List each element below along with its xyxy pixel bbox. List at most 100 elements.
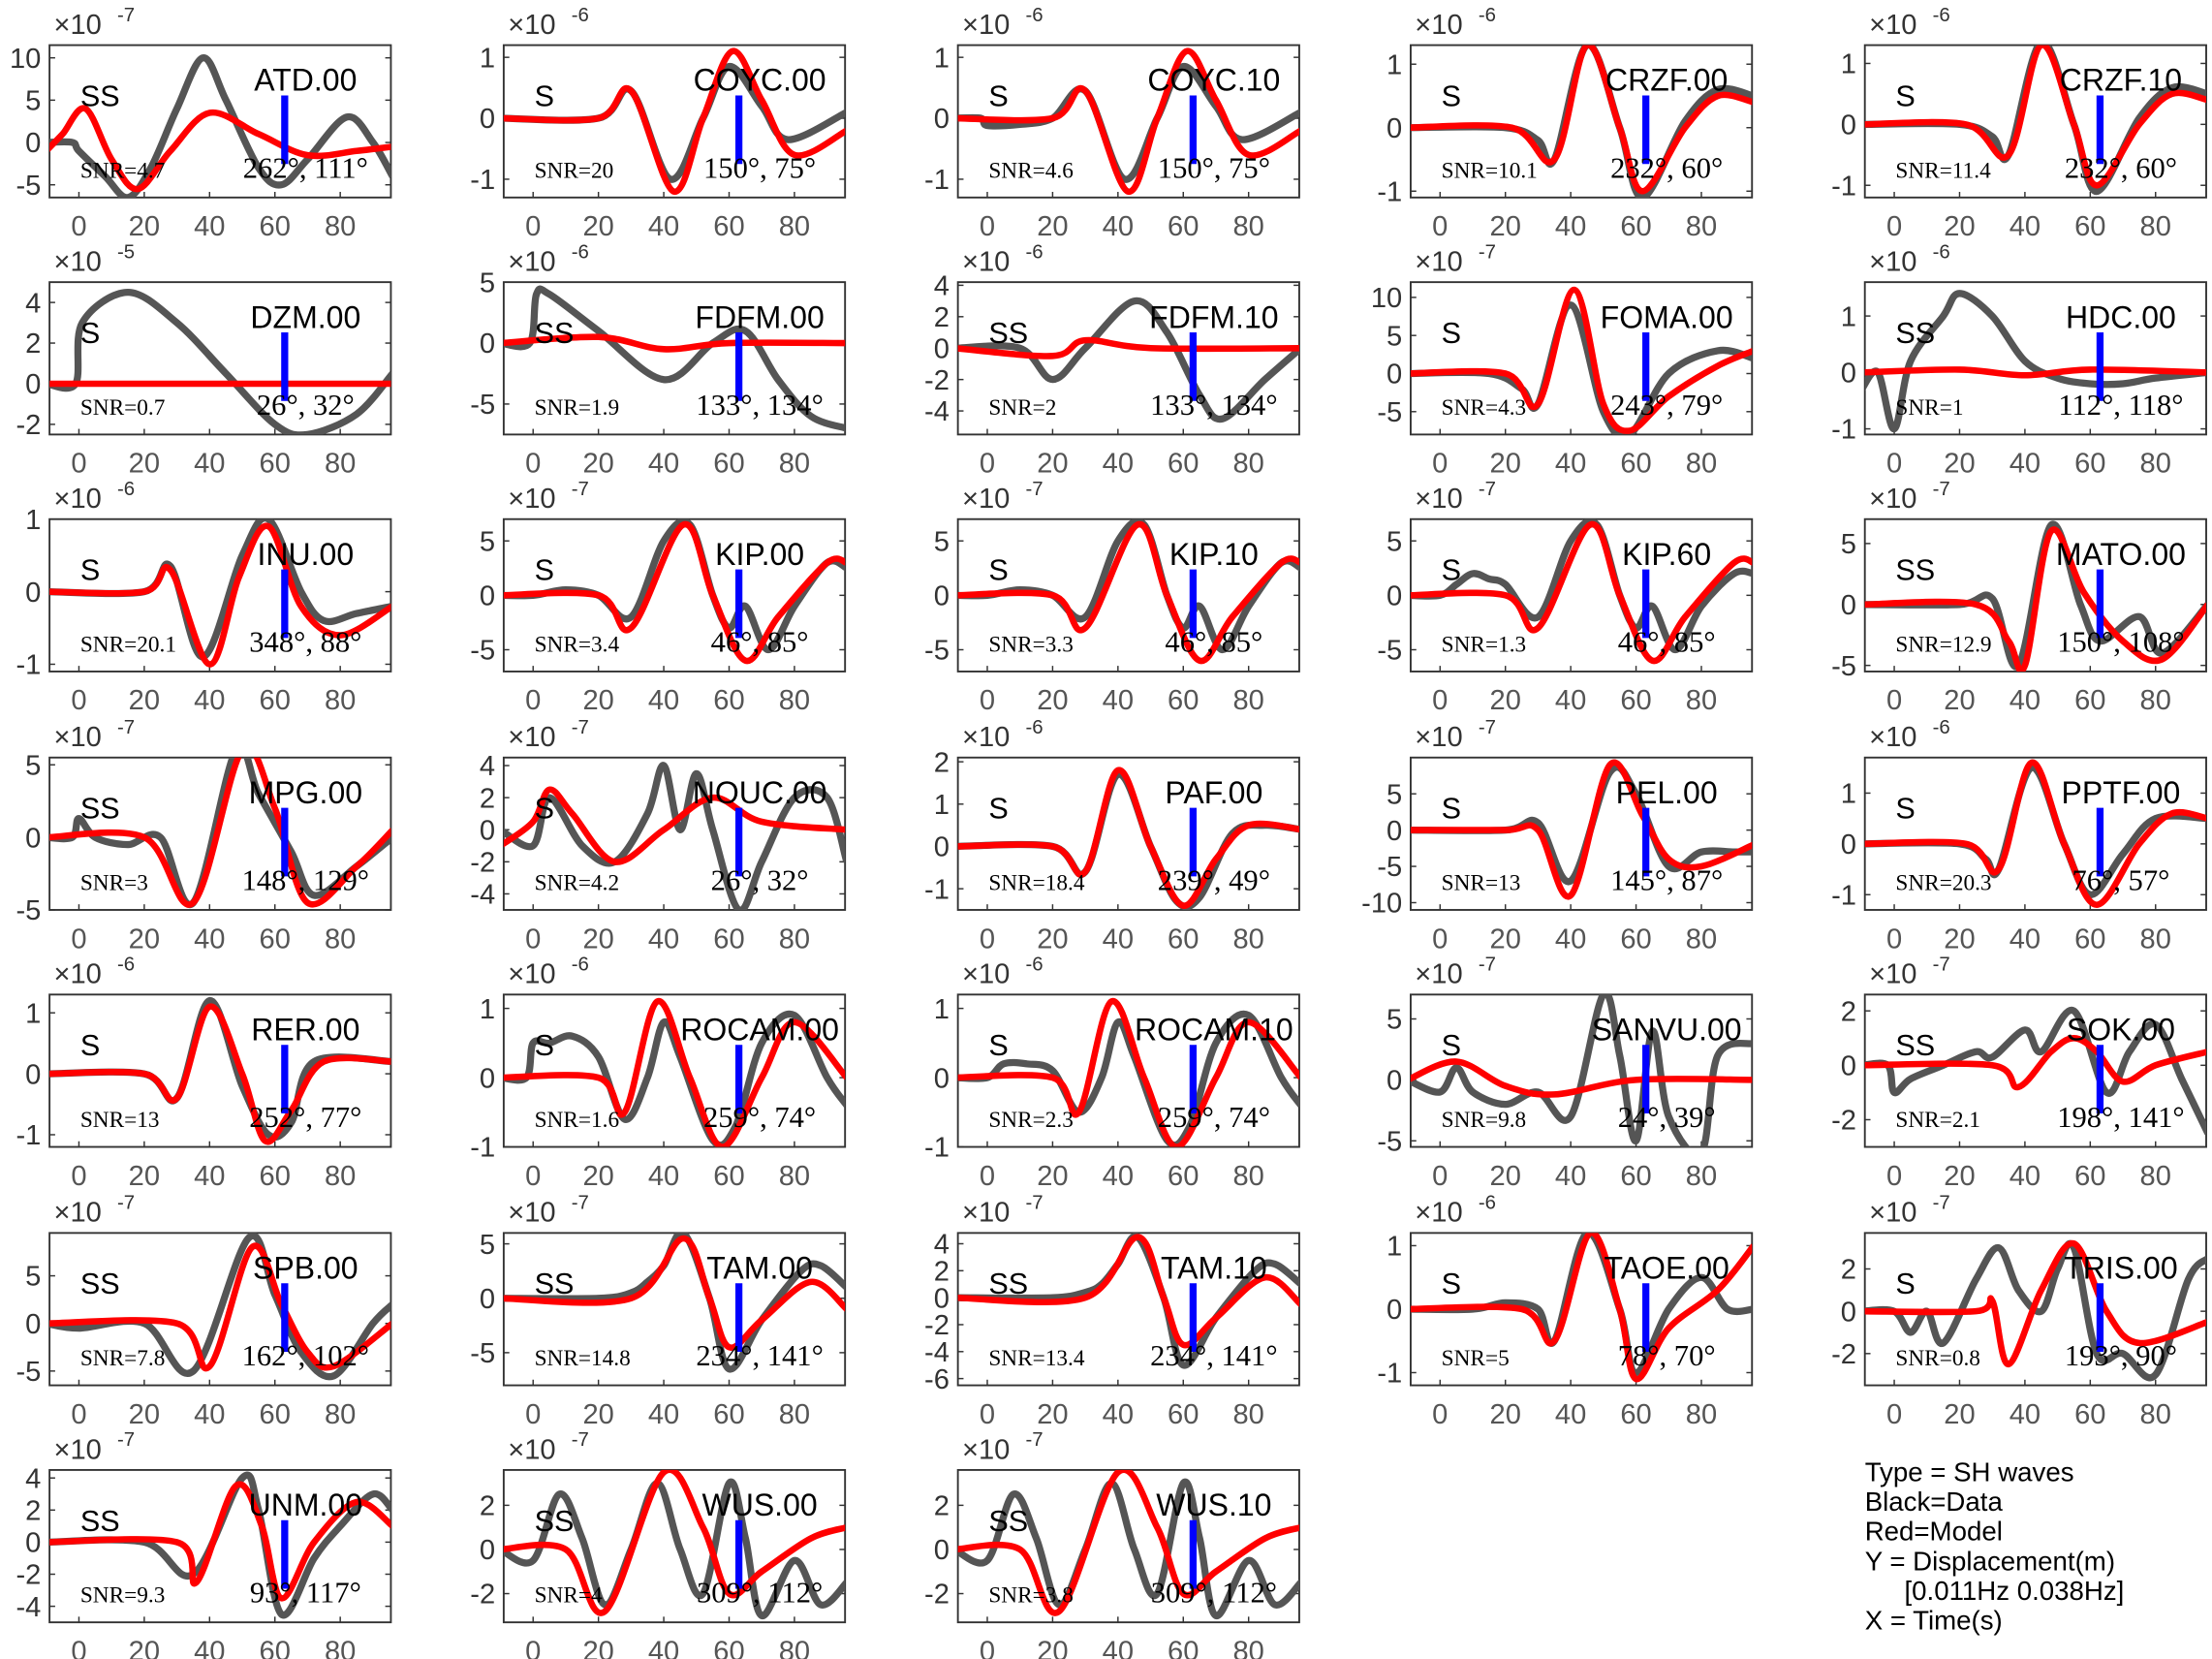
y-exponent-label: ×10 [508, 1198, 555, 1229]
phase-label: S [1895, 79, 1915, 112]
axes-box [502, 1232, 847, 1387]
model-trace [1864, 45, 2207, 189]
y-tick-label: -4 [924, 1337, 950, 1368]
station-label: MPG.00 [249, 775, 362, 810]
station-label: TAM.00 [706, 1251, 813, 1286]
x-tick-label: 40 [1103, 211, 1134, 242]
subplot-pptf-00: 1 0 -1 0 20 40 60 80 ×10 -6 PPTF.00 S SNR=20.3 76°, 5… [1831, 717, 2207, 955]
y-exponent-label: ×10 [53, 484, 101, 515]
x-tick-label: 60 [260, 1399, 291, 1430]
y-tick-label: -1 [16, 650, 41, 681]
x-tick-label: 20 [129, 1161, 160, 1192]
snr-label: SNR=0.8 [1895, 1346, 1980, 1371]
x-tick-label: 40 [648, 1399, 679, 1430]
x-tick-label: 20 [582, 1636, 613, 1659]
x-tick-label: 80 [325, 685, 356, 716]
azimuth-label: 148°, 129° [242, 864, 369, 897]
y-tick-label: 2 [25, 329, 41, 360]
y-tick-label: 0 [934, 581, 950, 612]
y-exponent-power: -6 [1026, 5, 1044, 26]
x-tick-label: 0 [980, 1399, 995, 1430]
y-exponent-power: -7 [1933, 1193, 1950, 1214]
subplot-spb-00: 5 0 -5 0 20 40 60 80 ×10 -7 SPB.00 SS SNR=7.8 162°, 1… [16, 1193, 392, 1430]
azimuth-label: 150°, 75° [703, 151, 816, 184]
y-tick-label: 0 [480, 815, 495, 846]
y-exponent-power: -6 [117, 479, 135, 500]
x-tick-label: 80 [779, 211, 810, 242]
y-tick-label: -4 [16, 1592, 41, 1623]
model-trace [503, 333, 846, 353]
x-tick-label: 0 [1886, 1161, 1902, 1192]
y-tick-label: 0 [934, 333, 950, 364]
y-tick-label: 0 [480, 104, 495, 135]
y-tick-label: 0 [1841, 110, 1856, 141]
station-label: COYC.10 [1147, 63, 1280, 98]
phase-label: SS [535, 1505, 575, 1538]
x-tick-label: 60 [1168, 923, 1199, 955]
legend-line: Y = Displacement(m) [1865, 1546, 2115, 1576]
x-tick-label: 80 [325, 1636, 356, 1659]
station-label: KIP.00 [715, 537, 804, 572]
x-tick-label: 60 [260, 1161, 291, 1192]
x-tick-label: 80 [2140, 1399, 2171, 1430]
x-tick-label: 0 [980, 1636, 995, 1659]
model-trace [49, 522, 391, 668]
y-tick-label: 5 [1386, 779, 1402, 810]
y-tick-label: 0 [1386, 360, 1402, 391]
y-tick-label: 1 [1841, 301, 1856, 332]
snr-label: SNR=9.3 [80, 1583, 166, 1609]
y-tick-label: -1 [16, 1120, 41, 1151]
model-trace [1864, 526, 2207, 672]
x-tick-label: 0 [525, 685, 541, 716]
y-exponent-label: ×10 [53, 10, 101, 41]
subplot-rer-00: 1 0 -1 0 20 40 60 80 ×10 -6 RER.00 S SNR=13 252°, 77° [16, 955, 392, 1192]
x-tick-label: 20 [1037, 1161, 1068, 1192]
snr-label: SNR=4.3 [1442, 395, 1527, 421]
y-tick-label: -2 [16, 1560, 41, 1591]
y-tick-label: -5 [470, 390, 495, 421]
y-tick-label: -1 [924, 1133, 950, 1164]
y-tick-label: 5 [1386, 321, 1402, 352]
x-tick-label: 0 [525, 211, 541, 242]
x-tick-label: 60 [1620, 1399, 1651, 1430]
phase-label: SS [988, 1505, 1028, 1538]
azimuth-label: 133°, 134° [1150, 389, 1277, 422]
y-exponent-power: -6 [1933, 5, 1950, 26]
station-label: NOUC.00 [693, 775, 827, 810]
y-exponent-power: -7 [572, 1193, 589, 1214]
y-tick-label: -5 [1377, 852, 1402, 883]
y-tick-label: -5 [16, 1357, 41, 1388]
x-tick-label: 80 [325, 1399, 356, 1430]
axes-box [48, 1468, 392, 1624]
subplot-rocam-10: 1 0 -1 0 20 40 60 80 ×10 -6 ROCAM.10 S SNR=2.3 259°, … [924, 955, 1300, 1192]
y-tick-label: 0 [1841, 1051, 1856, 1082]
snr-label: SNR=13 [80, 1108, 160, 1133]
x-tick-label: 80 [1232, 1636, 1263, 1659]
azimuth-label: 145°, 87° [1610, 864, 1723, 897]
data-trace [503, 285, 846, 432]
x-tick-label: 80 [779, 685, 810, 716]
x-tick-label: 20 [1944, 685, 1975, 716]
y-exponent-label: ×10 [1869, 10, 1916, 41]
y-tick-label: 0 [934, 832, 950, 863]
y-tick-label: 0 [480, 581, 495, 612]
y-tick-label: 0 [480, 1063, 495, 1094]
x-tick-label: 80 [1686, 1161, 1717, 1192]
x-tick-label: 80 [779, 923, 810, 955]
x-tick-label: 0 [1886, 449, 1902, 480]
x-tick-label: 80 [1232, 1161, 1263, 1192]
y-tick-label: 1 [1841, 779, 1856, 810]
azimuth-label: 243°, 79° [1610, 389, 1723, 422]
y-tick-label: 10 [10, 44, 41, 75]
model-trace [1410, 521, 1753, 665]
phase-label: S [535, 793, 554, 826]
axes-box [956, 1232, 1300, 1387]
y-tick-label: 5 [934, 526, 950, 557]
azimuth-label: 162°, 102° [242, 1339, 369, 1372]
station-label: WUS.00 [702, 1487, 818, 1522]
azimuth-label: 46°, 85° [1618, 626, 1716, 659]
x-tick-label: 60 [1168, 1161, 1199, 1192]
x-tick-label: 60 [2074, 685, 2105, 716]
